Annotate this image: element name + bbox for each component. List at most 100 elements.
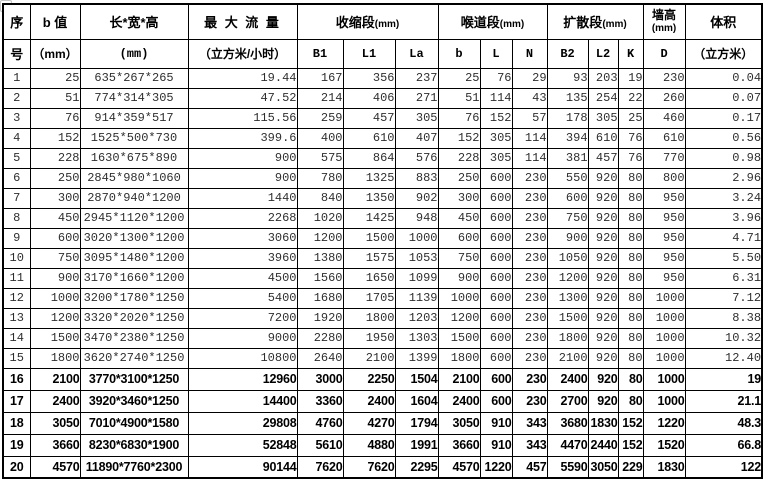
table-cell: 1500 [546, 307, 589, 329]
table-cell: 840 [296, 187, 344, 209]
table-cell: 910 [479, 433, 513, 457]
table-cell: 1680 [296, 287, 344, 309]
header-row-top: 序 b 值 长*宽*高 最 大 流 量 收缩段(mm) 喉道段(mm) 扩散段(… [2, 3, 763, 40]
table-cell: 1560 [296, 267, 344, 289]
table-row: 16 2100 3770*3100*1250 12960 3000 2250 1504 210… [2, 367, 763, 391]
table-cell: 10.32 [684, 327, 763, 349]
table-cell: 20 [2, 455, 31, 479]
table-cell: 17 [2, 389, 31, 413]
table-cell: 135 [546, 87, 589, 109]
table-cell: 600 [479, 267, 513, 289]
table-cell: 1425 [342, 207, 396, 229]
table-cell: 52848 [187, 433, 298, 457]
table-cell: 6.31 [684, 267, 763, 289]
table-cell: 8 [2, 207, 31, 229]
table-cell: 76 [617, 147, 644, 169]
table-cell: 7620 [342, 455, 396, 479]
table-cell: 550 [546, 167, 589, 189]
table-cell: 80 [617, 287, 644, 309]
table-cell: 260 [642, 87, 686, 109]
table-body: 1 25 635*267*265 19.44 167 356 237 25 76 29 93 203 1… [2, 67, 763, 479]
subheader-L1: L1 [342, 38, 396, 69]
table-cell: 770 [642, 147, 686, 169]
table-cell: 457 [342, 107, 396, 129]
table-cell: 1399 [394, 347, 439, 369]
table-cell: 950 [642, 227, 686, 249]
table-cell: 4500 [187, 267, 298, 289]
table-cell: 920 [587, 347, 619, 369]
table-cell: 600 [479, 247, 513, 269]
table-cell: 2400 [29, 389, 81, 413]
table-cell: 3320*2020*1250 [79, 307, 189, 329]
table-cell: 203 [587, 67, 619, 89]
table-cell: 19 [2, 433, 31, 457]
table-cell: 600 [479, 389, 513, 413]
table-cell: 600 [479, 227, 513, 249]
table-cell: 48.3 [684, 411, 763, 435]
table-cell: 230 [511, 367, 548, 391]
subheader-La: La [394, 38, 439, 69]
contraction-label: 收缩段 [335, 14, 375, 30]
table-cell: 900 [437, 267, 481, 289]
header-max-flow-unit: （立方米/小时） [187, 38, 298, 69]
diffusion-unit: (mm) [602, 18, 627, 30]
table-cell: 600 [437, 227, 481, 249]
subheader-L2: L2 [587, 38, 619, 69]
table-cell: 950 [642, 267, 686, 289]
table-cell: 80 [617, 247, 644, 269]
table-cell: 230 [511, 389, 548, 413]
table-cell: 2945*1120*1200 [79, 207, 189, 229]
table-row: 18 3050 7010*4900*1580 29808 4760 4270 1794 305… [2, 411, 763, 435]
table-cell: 80 [617, 267, 644, 289]
table-cell: 230 [511, 267, 548, 289]
table-cell: 300 [29, 187, 81, 209]
header-b-value-top: b 值 [29, 3, 81, 40]
table-cell: 2440 [587, 433, 619, 457]
table-cell: 1000 [642, 327, 686, 349]
table-cell: 2100 [29, 367, 81, 391]
table-cell: 1800 [342, 307, 396, 329]
table-cell: 3 [2, 107, 31, 129]
header-seq-top: 序 [2, 3, 31, 40]
table-cell: 51 [437, 87, 481, 109]
table-row: 3 76 914*359*517 115.56 259 457 305 76 152 57 178 3… [2, 107, 763, 129]
table-cell: 1575 [342, 247, 396, 269]
table-cell: 950 [642, 207, 686, 229]
table-cell: 1200 [437, 307, 481, 329]
table-cell: 230 [511, 347, 548, 369]
table-cell: 2400 [437, 389, 481, 413]
table-cell: 80 [617, 327, 644, 349]
table-cell: 305 [587, 107, 619, 129]
flume-spec-table: 序 b 值 长*宽*高 最 大 流 量 收缩段(mm) 喉道段(mm) 扩散段(… [2, 3, 764, 479]
table-row: 15 1800 3620*2740*1250 10800 2640 2100 1399 180… [2, 347, 763, 369]
table-cell: 900 [187, 167, 298, 189]
table-cell: 230 [511, 247, 548, 269]
header-row-bottom: 号 （mm） (mm) （立方米/小时） B1 L1 La b L N B2 L… [2, 38, 763, 69]
table-cell: 14 [2, 327, 31, 349]
table-cell: 11 [2, 267, 31, 289]
table-cell: 460 [642, 107, 686, 129]
table-cell: 1000 [437, 287, 481, 309]
table-cell: 1794 [394, 411, 439, 435]
table-cell: 22 [617, 87, 644, 109]
table-cell: 400 [296, 127, 344, 149]
table-cell: 2700 [546, 389, 589, 413]
table-cell: 3470*2380*1250 [79, 327, 189, 349]
table-cell: 80 [617, 307, 644, 329]
table-cell: 76 [617, 127, 644, 149]
table-cell: 900 [546, 227, 589, 249]
table-cell: 230 [642, 67, 686, 89]
table-row: 1 25 635*267*265 19.44 167 356 237 25 76 29 93 203 1… [2, 67, 763, 89]
header-diffusion-section: 扩散段(mm) [546, 3, 644, 40]
table-cell: 3200*1780*1250 [79, 287, 189, 309]
table-cell: 0.17 [684, 107, 763, 129]
table-cell: 230 [511, 167, 548, 189]
table-cell: 1800 [437, 347, 481, 369]
table-cell: 1000 [642, 307, 686, 329]
table-cell: 12.40 [684, 347, 763, 369]
table-cell: 9 [2, 227, 31, 249]
table-row: 17 2400 3920*3460*1250 14400 3360 2400 1604 240… [2, 389, 763, 413]
table-cell: 21.1 [684, 389, 763, 413]
table-cell: 271 [394, 87, 439, 109]
table-cell: 0.07 [684, 87, 763, 109]
